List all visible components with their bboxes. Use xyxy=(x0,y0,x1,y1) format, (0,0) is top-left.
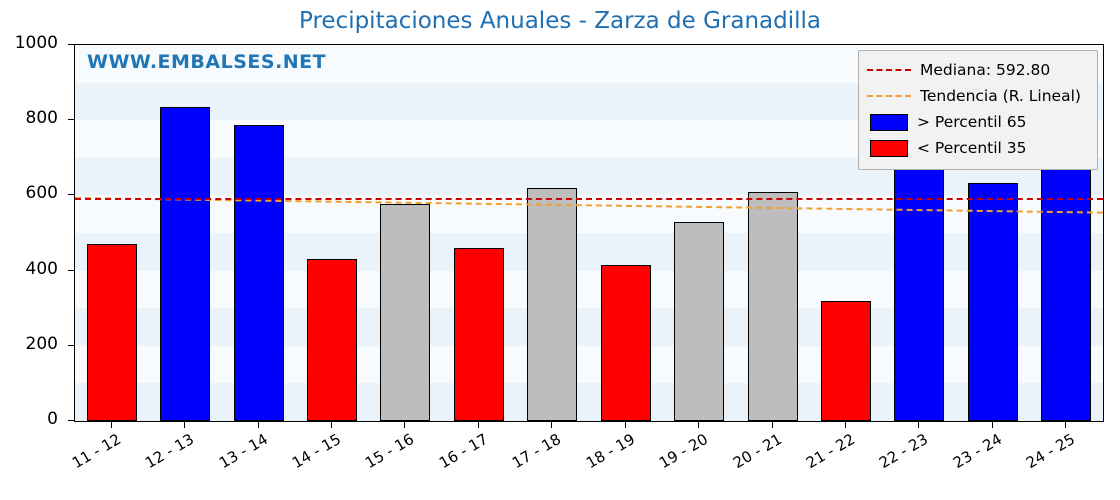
x-axis-tick xyxy=(918,422,920,428)
x-axis-tick xyxy=(110,422,112,428)
bar xyxy=(527,187,578,421)
bar xyxy=(967,182,1018,421)
y-axis-tick-label: 200 xyxy=(25,333,58,354)
bar xyxy=(821,301,871,421)
bar xyxy=(674,222,725,421)
y-axis-tick-label: 400 xyxy=(25,258,58,279)
median-line xyxy=(75,198,1103,201)
bar xyxy=(600,264,651,421)
x-axis-tick xyxy=(331,422,332,428)
grid-band xyxy=(75,308,1103,346)
chart-title: Precipitaciones Anuales - Zarza de Grana… xyxy=(298,8,821,34)
grid-band xyxy=(75,383,1103,421)
chart-legend: Mediana: 592.80 Tendencia (R. Lineal) > … xyxy=(858,50,1098,170)
bar xyxy=(894,166,945,421)
x-axis-tick xyxy=(771,422,773,428)
legend-dash-median xyxy=(867,61,911,79)
bar xyxy=(307,259,357,421)
legend-label-trend: Tendencia (R. Lineal) xyxy=(920,87,1081,105)
y-axis-tick-label: 800 xyxy=(25,108,58,129)
bar xyxy=(160,106,211,421)
bar xyxy=(453,248,504,421)
watermark-label: WWW.EMBALSES.NET xyxy=(87,51,327,73)
y-axis-tick-label: 600 xyxy=(25,183,58,204)
legend-label-low: < Percentil 35 xyxy=(917,139,1027,157)
bar xyxy=(233,124,284,421)
y-axis-tick xyxy=(68,269,74,271)
x-axis-tick xyxy=(698,422,700,428)
legend-patch-high xyxy=(870,113,908,131)
legend-item-low: < Percentil 35 xyxy=(867,135,1089,161)
y-axis-tick-label: 0 xyxy=(47,409,58,429)
y-axis-tick xyxy=(68,194,74,196)
x-axis-tick xyxy=(845,422,846,428)
bar xyxy=(747,191,798,421)
legend-item-high: > Percentil 65 xyxy=(867,109,1089,135)
legend-item-trend: Tendencia (R. Lineal) xyxy=(867,83,1089,109)
legend-label-median: Mediana: 592.80 xyxy=(920,61,1051,79)
grid-band xyxy=(75,233,1103,271)
y-axis-tick xyxy=(68,119,74,121)
x-axis-tick xyxy=(404,422,406,428)
x-axis-tick xyxy=(551,422,553,428)
x-axis-tick xyxy=(477,422,479,428)
y-axis-tick xyxy=(68,420,74,421)
legend-patch-low xyxy=(870,139,908,157)
x-axis-tick xyxy=(184,422,186,428)
x-axis-tick xyxy=(257,422,259,428)
legend-item-median: Mediana: 592.80 xyxy=(867,57,1089,83)
legend-label-high: > Percentil 65 xyxy=(917,113,1027,131)
bar xyxy=(86,243,137,421)
x-axis-tick xyxy=(991,422,993,428)
x-axis-tick xyxy=(624,422,626,428)
bar xyxy=(1041,166,1092,421)
x-axis-tick xyxy=(1065,422,1067,428)
y-axis-tick xyxy=(68,344,74,346)
legend-dash-trend xyxy=(867,87,911,105)
y-axis-tick-label: 1000 xyxy=(14,33,58,53)
bar xyxy=(380,203,431,421)
y-axis-tick xyxy=(68,44,74,45)
